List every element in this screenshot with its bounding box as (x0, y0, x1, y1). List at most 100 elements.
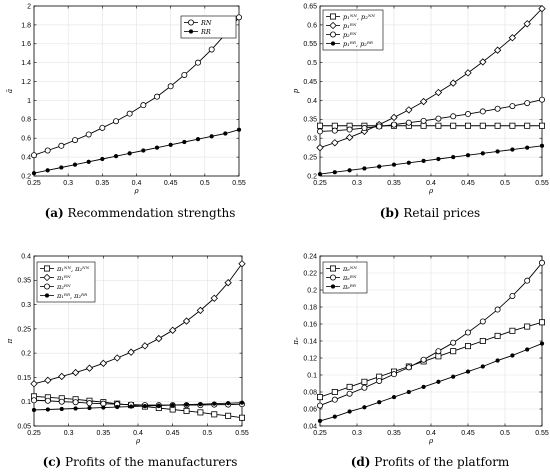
data-point (539, 259, 546, 266)
series-2 (31, 127, 242, 176)
data-point (480, 364, 485, 369)
data-point (345, 133, 354, 142)
data-point (194, 59, 201, 66)
data-point (346, 383, 353, 390)
data-point (436, 156, 441, 162)
data-point (317, 418, 323, 424)
data-point (45, 407, 51, 412)
x-axis-label: ρ (135, 437, 141, 445)
data-point (509, 103, 516, 110)
panel-caption-tag: (a) (45, 206, 64, 220)
legend-marker (188, 29, 194, 34)
data-point (435, 115, 442, 122)
y-tick-label: 0.1 (307, 372, 317, 379)
data-point (223, 131, 228, 136)
data-point (539, 319, 546, 326)
data-point (421, 384, 426, 390)
y-tick-label: 0.04 (303, 423, 317, 430)
x-tick-label: 0.4 (132, 180, 142, 187)
data-point (156, 403, 161, 408)
data-point (127, 151, 132, 156)
data-point (525, 347, 530, 352)
series-line (319, 8, 543, 149)
data-point (126, 110, 133, 117)
data-point (181, 71, 188, 78)
y-tick-label: 0.25 (17, 326, 31, 333)
y-axis-label: πₑ (292, 337, 300, 346)
data-point (464, 111, 471, 118)
data-point (377, 164, 382, 169)
legend-marker (330, 41, 336, 46)
x-tick-label: 0.35 (97, 430, 111, 437)
data-point (421, 158, 426, 164)
data-point (449, 79, 457, 87)
series-line (319, 145, 543, 175)
series-line (33, 17, 240, 156)
y-tick-label: 0.25 (303, 155, 317, 162)
data-point (198, 401, 203, 407)
x-tick-label: 0.45 (461, 430, 475, 437)
data-point (59, 406, 64, 412)
data-point (197, 409, 204, 416)
legend-label: πₑᴿᴺ (342, 274, 357, 282)
data-point (154, 145, 160, 150)
x-axis-label: ρ (428, 187, 434, 195)
data-point (72, 399, 79, 406)
data-point (390, 121, 397, 128)
data-point (362, 405, 367, 410)
data-point (464, 343, 471, 350)
data-point (347, 168, 352, 173)
data-point (376, 377, 383, 384)
data-point (209, 134, 214, 139)
y-tick-label: 0.06 (303, 406, 317, 413)
data-point (113, 354, 121, 362)
series-2 (30, 260, 246, 388)
x-tick-label: 0.3 (352, 180, 362, 187)
data-point (141, 342, 149, 350)
legend-label: RR (200, 28, 211, 36)
data-point (115, 404, 120, 410)
data-point (44, 376, 52, 385)
legend-label: p₁ᴺᴺ, p₂ᴺᴺ (343, 13, 375, 21)
series-line (33, 399, 243, 406)
data-point (85, 131, 92, 138)
x-tick-label: 0.3 (352, 430, 362, 437)
x-tick-label: 0.25 (27, 430, 41, 437)
data-point (451, 374, 456, 379)
data-point (72, 162, 78, 167)
data-point (525, 145, 530, 150)
y-tick-label: 0.16 (303, 321, 317, 328)
panel-caption: (a) Recommendation strengths (45, 206, 236, 220)
data-point (45, 168, 50, 173)
data-point (100, 156, 105, 162)
data-point (435, 348, 442, 355)
data-point (85, 364, 94, 372)
data-point (406, 389, 411, 395)
data-point (524, 277, 531, 284)
series-line (319, 321, 543, 398)
data-point (464, 69, 472, 77)
panel-caption: (c) Profits of the manufacturers (43, 455, 238, 469)
series-1 (30, 14, 242, 159)
data-point (168, 326, 177, 334)
y-tick-label: 0.3 (307, 136, 317, 143)
data-point (346, 390, 353, 397)
data-point (465, 153, 471, 158)
data-point (31, 407, 37, 413)
y-tick-label: 0.15 (17, 375, 31, 382)
series-line (319, 343, 543, 422)
x-tick-label: 0.25 (27, 180, 41, 187)
x-tick-label: 0.25 (313, 180, 327, 187)
x-tick-label: 0.5 (500, 180, 510, 187)
data-point (331, 127, 338, 134)
data-point (58, 372, 66, 381)
y-tick-label: 1.4 (21, 60, 31, 67)
y-tick-label: 0.22 (303, 270, 317, 277)
data-point (332, 170, 337, 175)
series-4 (31, 400, 245, 413)
data-point (420, 122, 427, 129)
data-point (495, 149, 500, 154)
legend-marker (187, 19, 194, 26)
data-point (479, 318, 486, 325)
